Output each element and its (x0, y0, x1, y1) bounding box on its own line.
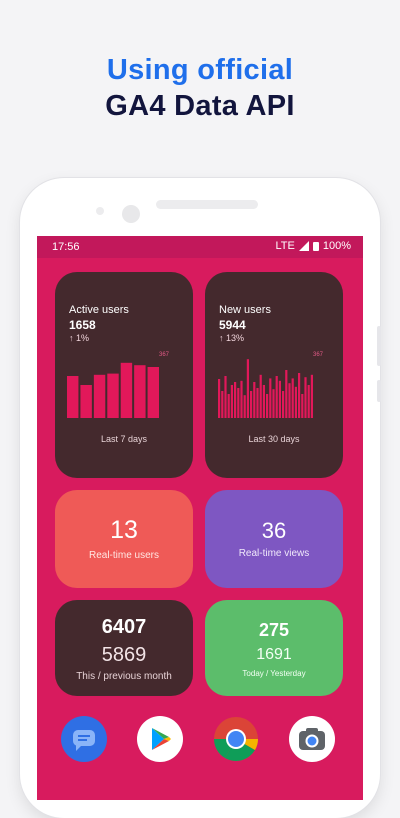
chart-peak-label: 367 (313, 352, 324, 358)
active-users-widget[interactable]: Active users 1658 ↑ 1% 367 Last 7 days (55, 272, 193, 478)
chart-bar (230, 385, 233, 418)
headline-line-2: GA4 Data API (105, 90, 295, 122)
yesterday-value: 1691 (256, 646, 292, 663)
camera-icon (299, 728, 325, 750)
status-bar: 17:56 LTE 100% (37, 236, 363, 258)
today-value: 275 (258, 620, 290, 640)
month-compare-label: This / previous month (76, 671, 172, 682)
app-dock (37, 716, 363, 776)
chart-bar (227, 394, 230, 418)
chart-bar (80, 385, 92, 418)
front-camera (122, 205, 140, 223)
chrome-app[interactable] (213, 716, 259, 762)
chart-bar (253, 382, 256, 418)
power-button (377, 326, 381, 366)
chart-bar (288, 383, 291, 418)
day-compare-label: Today / Yesterday (242, 669, 306, 678)
chart-bar (234, 382, 237, 418)
messages-app[interactable] (61, 716, 107, 762)
month-current-value: 6407 (101, 616, 147, 638)
widget-value: 1658 (69, 318, 96, 332)
realtime-users-value: 13 (110, 516, 138, 544)
chart-bar (250, 391, 253, 418)
chart-bar (301, 394, 304, 418)
realtime-views-widget[interactable]: 36 Real-time views (205, 490, 343, 588)
chart-bar (304, 377, 307, 418)
chart-bar (93, 374, 106, 418)
chart-bar (272, 389, 275, 418)
chart-bar (285, 370, 288, 418)
realtime-views-value: 36 (261, 518, 287, 543)
chart-bar (262, 385, 265, 418)
play-store-app[interactable] (137, 716, 183, 762)
phone-screen: 17:56 LTE 100% Active users 1658 ↑ 1% 36… (37, 236, 363, 800)
new-users-widget[interactable]: New users 5944 ↑ 13% 367 Last 30 days (205, 272, 343, 478)
day-compare-widget[interactable]: 275 1691 Today / Yesterday (205, 600, 343, 696)
network-type: LTE (275, 240, 295, 252)
chart-bar (134, 365, 146, 418)
earpiece-speaker (156, 200, 258, 209)
headline-line-1: Using official (106, 54, 294, 86)
chart-bar (310, 374, 313, 418)
chart-bar (243, 395, 246, 418)
battery-icon (312, 242, 319, 251)
realtime-users-label: Real-time users (88, 550, 160, 561)
chart-bar (256, 388, 259, 418)
chart-bar (240, 380, 243, 418)
widget-label: New users (219, 304, 271, 316)
chart-peak-label: 367 (159, 352, 170, 358)
camera-app[interactable] (289, 716, 335, 762)
chart-bar (275, 376, 278, 418)
widget-footer: Last 30 days (248, 434, 300, 444)
realtime-views-label: Real-time views (238, 548, 310, 559)
chart-bar (147, 367, 159, 418)
chart-bar (246, 359, 249, 418)
arrow-up-icon: ↑ (219, 333, 224, 343)
realtime-users-widget[interactable]: 13 Real-time users (55, 490, 193, 588)
widget-delta: 1% (76, 333, 90, 343)
proximity-sensor (96, 207, 104, 215)
chart-bar (307, 385, 310, 418)
chart-bar (67, 376, 79, 418)
chart-bar (218, 379, 221, 418)
widget-label: Active users (69, 304, 129, 316)
month-compare-widget[interactable]: 6407 5869 This / previous month (55, 600, 193, 696)
chart-bar (278, 380, 281, 418)
chart-bar (120, 362, 133, 418)
chart-bar (266, 394, 269, 418)
chart-bar (237, 388, 240, 418)
volume-button (377, 380, 381, 402)
month-previous-value: 5869 (101, 644, 147, 666)
chart-bar (221, 391, 224, 418)
chart-bar (298, 373, 301, 418)
active-users-chart: 367 (67, 352, 170, 418)
chart-bar (282, 391, 285, 418)
chart-bar (294, 386, 297, 418)
play-store-icon (152, 728, 171, 750)
widget-footer: Last 7 days (100, 434, 148, 444)
chart-bar (269, 378, 272, 418)
widget-delta: 13% (226, 333, 245, 343)
chart-bar (107, 373, 119, 418)
chrome-icon (214, 717, 258, 761)
chart-bar (224, 376, 227, 418)
arrow-up-icon: ↑ (69, 333, 74, 343)
signal-icon (298, 241, 309, 251)
new-users-chart: 367 (218, 352, 324, 418)
widget-value: 5944 (219, 318, 246, 332)
status-time: 17:56 (52, 241, 80, 253)
chart-bar (259, 374, 262, 418)
chart-bar (291, 378, 294, 418)
battery-level: 100% (322, 240, 351, 252)
messages-icon (73, 730, 95, 751)
